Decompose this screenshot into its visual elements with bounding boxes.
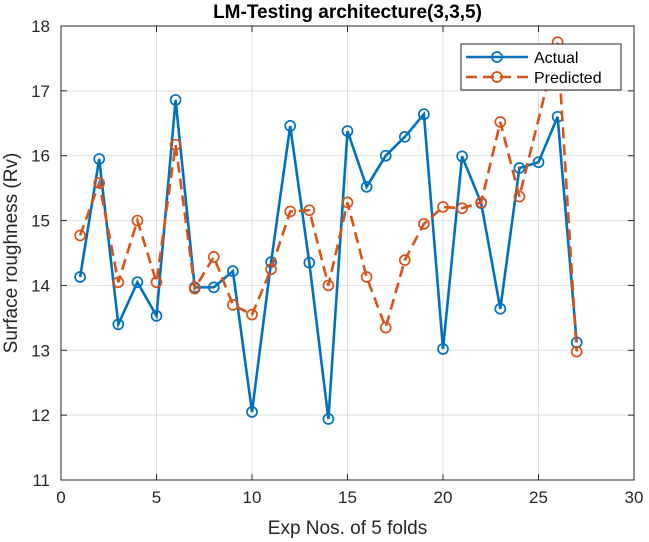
data-point [131, 276, 144, 289]
data-point [188, 282, 201, 295]
data-point [93, 153, 106, 165]
series-predicted [74, 36, 583, 358]
legend: Actual Predicted [460, 43, 622, 91]
series-line [78, 41, 578, 352]
data-point [437, 201, 449, 213]
x-tick-label: 15 [338, 488, 357, 507]
legend-marker [491, 71, 503, 83]
data-point [513, 190, 526, 203]
legend-item: Actual [466, 50, 578, 67]
data-point [303, 204, 316, 217]
data-point [494, 302, 507, 315]
legend-label: Predicted [534, 70, 602, 87]
data-point [150, 310, 163, 322]
data-point [265, 263, 277, 276]
data-point [570, 345, 583, 358]
x-tick-label: 0 [56, 488, 65, 507]
chart-title: LM-Testing architecture(3,3,5) [213, 2, 482, 23]
y-tick-label: 12 [31, 406, 50, 425]
x-tick-label: 5 [152, 488, 161, 507]
data-point [398, 131, 411, 143]
data-point [227, 265, 239, 278]
data-point [246, 406, 258, 418]
data-point [418, 217, 430, 230]
data-point [532, 156, 545, 169]
data-point [207, 281, 220, 294]
data-point [379, 149, 392, 162]
y-tick-label: 14 [31, 276, 50, 295]
data-point [341, 125, 354, 137]
data-point [150, 276, 163, 289]
data-point [246, 308, 258, 321]
legend-item: Predicted [466, 70, 602, 87]
data-point [74, 229, 86, 242]
data-point [93, 177, 106, 189]
data-point [360, 271, 373, 283]
x-axis-label: Exp Nos. of 5 folds [268, 518, 427, 539]
data-point [169, 138, 182, 151]
data-point [456, 202, 468, 215]
data-point [322, 279, 335, 292]
series-layer [74, 36, 583, 425]
x-tick-label: 10 [243, 488, 262, 507]
legend-marker [491, 51, 503, 63]
y-tick-label: 11 [32, 471, 50, 490]
data-point [303, 256, 316, 269]
y-tick-label: 13 [31, 341, 50, 360]
data-point [418, 108, 430, 121]
data-point [456, 150, 468, 163]
data-point [341, 196, 354, 209]
axis-ticks: 0 5 10 15 20 25 30 11 12 13 14 15 16 17 18 [31, 17, 643, 507]
y-tick-label: 18 [31, 17, 50, 36]
data-point [437, 343, 449, 355]
data-point [360, 180, 373, 193]
data-point [74, 271, 86, 283]
x-tick-label: 20 [434, 488, 453, 507]
y-tick-label: 17 [31, 82, 50, 101]
data-point [284, 205, 297, 218]
data-point [284, 120, 297, 132]
data-point [475, 196, 488, 209]
data-point [227, 299, 239, 311]
legend-label: Actual [534, 50, 578, 67]
data-point [131, 214, 144, 227]
x-tick-label: 25 [529, 488, 548, 507]
data-point [494, 116, 507, 128]
x-tick-label: 30 [625, 488, 644, 507]
data-point [513, 162, 526, 174]
data-point [112, 318, 125, 331]
data-point [398, 254, 411, 266]
y-tick-label: 15 [31, 212, 50, 231]
y-tick-label: 16 [31, 147, 50, 166]
y-axis-label: Surface roughness (Rv) [1, 153, 22, 354]
data-point [169, 94, 182, 106]
legend-box [460, 43, 622, 91]
data-point [379, 321, 392, 334]
data-point [322, 413, 335, 425]
data-point [112, 276, 125, 289]
data-point [207, 251, 220, 263]
